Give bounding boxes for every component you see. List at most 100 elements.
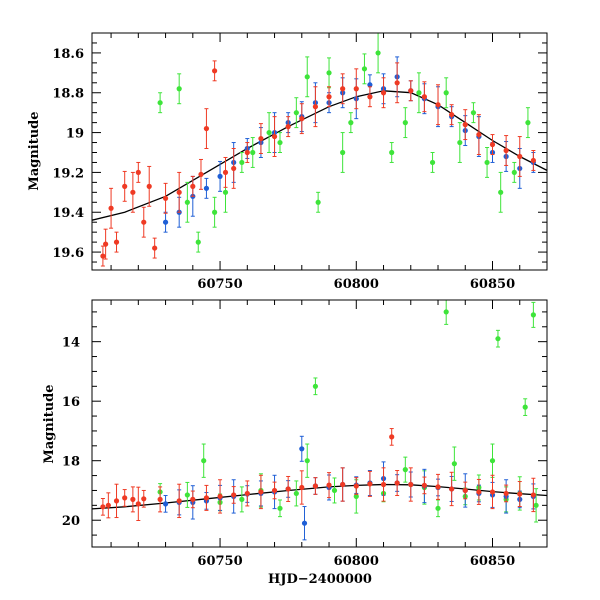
- bottom-data-point: [285, 486, 291, 492]
- top-data-point: [326, 94, 332, 100]
- bottom-data-point: [141, 496, 147, 502]
- bottom-data-point: [312, 483, 319, 489]
- top-data-point: [476, 131, 482, 138]
- top-data-point: [285, 124, 291, 130]
- bottom-data-point: [157, 496, 163, 502]
- top-series-1: [162, 56, 536, 233]
- bottom-data-point: [340, 481, 346, 488]
- bottom-data-point: [443, 309, 449, 315]
- bottom-data-point: [113, 498, 120, 504]
- top-data-point: [353, 86, 359, 92]
- bottom-data-point: [271, 487, 278, 494]
- top-data-point: [195, 239, 201, 245]
- top-data-point: [525, 120, 531, 126]
- top-y-tick-label: 19.4: [52, 206, 84, 221]
- bottom-panel-frame: [91, 299, 548, 548]
- bottom-data-point: [135, 501, 141, 507]
- bottom-data-point: [130, 496, 136, 502]
- bottom-data-point: [451, 461, 457, 467]
- bottom-data-point: [503, 490, 509, 497]
- top-data-point: [266, 129, 272, 136]
- bottom-data-point: [239, 496, 245, 502]
- top-data-point: [435, 102, 441, 108]
- top-data-point: [122, 183, 128, 189]
- top-data-point: [348, 120, 354, 126]
- bottom-data-point: [293, 490, 299, 497]
- bottom-data-point: [162, 501, 169, 507]
- bottom-data-point: [367, 481, 373, 487]
- top-data-point: [511, 169, 517, 176]
- bottom-data-point: [530, 312, 536, 318]
- top-data-point: [315, 199, 321, 205]
- bottom-data-point: [522, 404, 528, 410]
- top-data-point: [250, 149, 256, 156]
- top-data-point: [100, 253, 106, 259]
- top-data-point: [443, 90, 449, 96]
- bottom-data-point: [105, 502, 111, 508]
- top-data-point: [231, 165, 237, 172]
- bottom-data-point: [277, 505, 283, 511]
- top-data-point: [130, 189, 136, 195]
- top-data-point: [222, 169, 229, 176]
- top-data-point: [146, 183, 152, 189]
- bottom-y-tick-label: 14: [62, 336, 80, 351]
- top-data-point: [380, 90, 387, 96]
- top-data-point: [416, 90, 422, 96]
- top-data-point: [299, 116, 305, 122]
- top-data-point: [462, 122, 468, 128]
- top-ylabel: Magnitude: [27, 111, 42, 190]
- top-data-point: [162, 219, 169, 225]
- top-data-point: [394, 80, 400, 86]
- bottom-data-point: [421, 482, 427, 488]
- top-x-tick-label: 60800: [334, 277, 379, 292]
- bottom-data-point: [201, 458, 207, 464]
- top-data-point: [449, 112, 455, 118]
- bottom-data-point: [533, 502, 539, 508]
- top-data-point: [421, 94, 427, 100]
- bottom-data-point: [258, 489, 264, 495]
- bottom-data-point: [244, 490, 250, 497]
- bottom-data-point: [517, 491, 523, 497]
- top-data-point: [484, 159, 490, 166]
- bottom-data-point: [353, 493, 359, 500]
- bottom-data-point: [408, 481, 414, 488]
- bottom-data-point: [389, 434, 395, 440]
- bottom-data-point: [380, 481, 387, 488]
- top-plot-area: [92, 33, 547, 267]
- top-data-point: [367, 82, 373, 88]
- bottom-x-tick-label: 60850: [470, 554, 515, 569]
- top-y-tick-label: 18.6: [52, 47, 84, 62]
- bottom-ylabel: Magnitude: [42, 384, 57, 463]
- top-data-point: [157, 100, 163, 106]
- top-data-point: [530, 157, 536, 164]
- bottom-data-point: [353, 483, 359, 489]
- top-data-point: [152, 245, 158, 251]
- bottom-data-point: [435, 505, 441, 511]
- top-axis-ticks: 60750 60800 60850 18.6 18.8 19 19.2 19.4 19.6: [52, 33, 548, 292]
- bottom-y-tick-label: 16: [62, 395, 80, 410]
- top-panel: 60750 60800 60850 18.6 18.8 19 19.2 19.4 19.6 Ma…: [27, 32, 548, 292]
- top-data-point: [312, 104, 319, 110]
- bottom-x-tick-label: 60750: [197, 554, 242, 569]
- bottom-data-point: [301, 520, 308, 526]
- bottom-data-point: [435, 484, 441, 490]
- top-data-point: [222, 189, 229, 195]
- top-data-point: [367, 94, 373, 100]
- bottom-data-point: [495, 336, 501, 342]
- top-data-point: [217, 173, 223, 179]
- top-data-point: [113, 239, 120, 245]
- bottom-y-tick-label: 20: [62, 514, 80, 529]
- bottom-data-point: [299, 484, 305, 491]
- top-data-point: [239, 159, 245, 166]
- bottom-x-tick-label: 60800: [334, 554, 379, 569]
- bottom-data-point: [217, 493, 223, 500]
- bottom-data-point: [203, 495, 210, 501]
- bottom-data-point: [312, 383, 319, 389]
- bottom-xlabel: HJD−2400000: [268, 572, 372, 587]
- top-series-2: [157, 33, 531, 253]
- top-data-point: [304, 74, 310, 80]
- top-data-point: [340, 86, 346, 92]
- bottom-data-point: [462, 487, 468, 494]
- top-data-point: [489, 141, 496, 148]
